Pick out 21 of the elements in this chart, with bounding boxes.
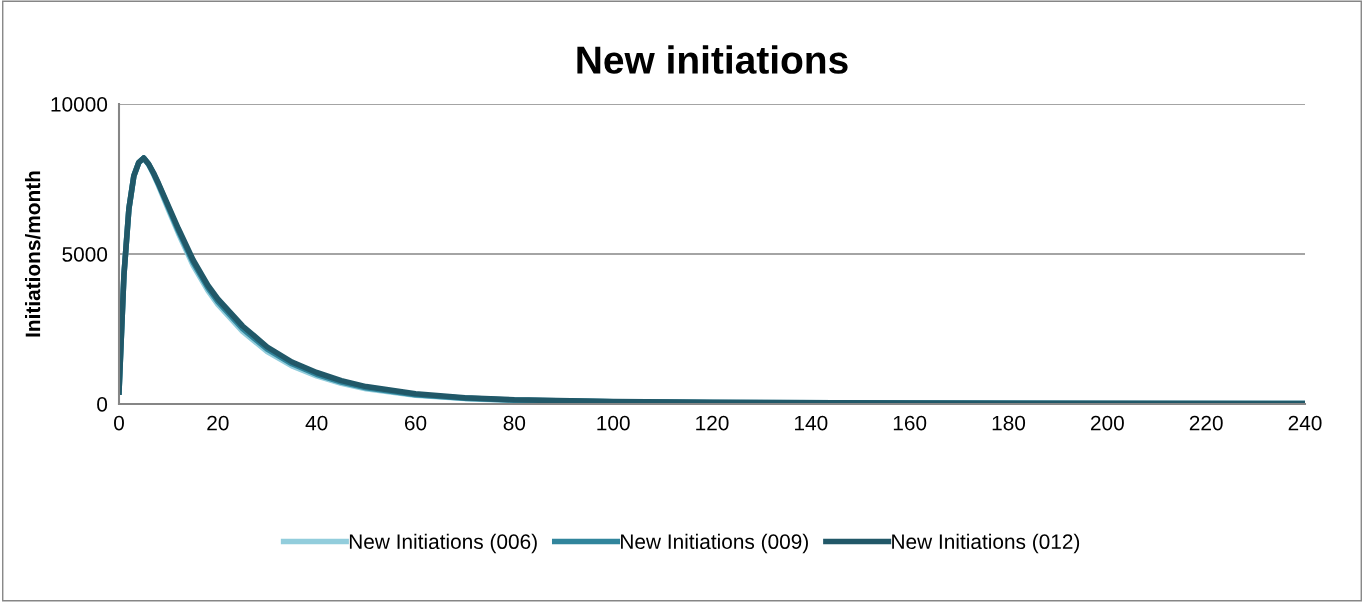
- x-tick-label: 140: [795, 415, 828, 431]
- x-tick-label: 220: [1189, 415, 1223, 431]
- y-tick-label: 0: [97, 397, 108, 412]
- y-tick-label: 10000: [51, 97, 108, 112]
- x-tick-label: 160: [893, 415, 927, 431]
- y-tick-label: 5000: [62, 247, 108, 262]
- x-tick-label: 80: [503, 415, 526, 431]
- legend-label: New Initiations (009): [621, 533, 808, 554]
- x-tick-label: 240: [1288, 415, 1322, 431]
- x-tick-label: 0: [114, 415, 124, 431]
- x-tick-label: 40: [305, 415, 328, 431]
- x-tick-label: 100: [597, 415, 630, 431]
- legend-label: New Initiations (006): [349, 533, 537, 554]
- x-tick-label: 60: [404, 415, 427, 431]
- x-tick-label: 200: [1091, 415, 1124, 431]
- x-tick-label: 180: [992, 415, 1026, 431]
- x-tick-label: 120: [696, 415, 729, 431]
- x-tick-label: 20: [207, 415, 229, 431]
- y-axis-title: Initiations/month: [24, 171, 41, 337]
- chart-title: New initiations: [577, 45, 848, 74]
- legend-label: New Initiations (012): [892, 533, 1080, 554]
